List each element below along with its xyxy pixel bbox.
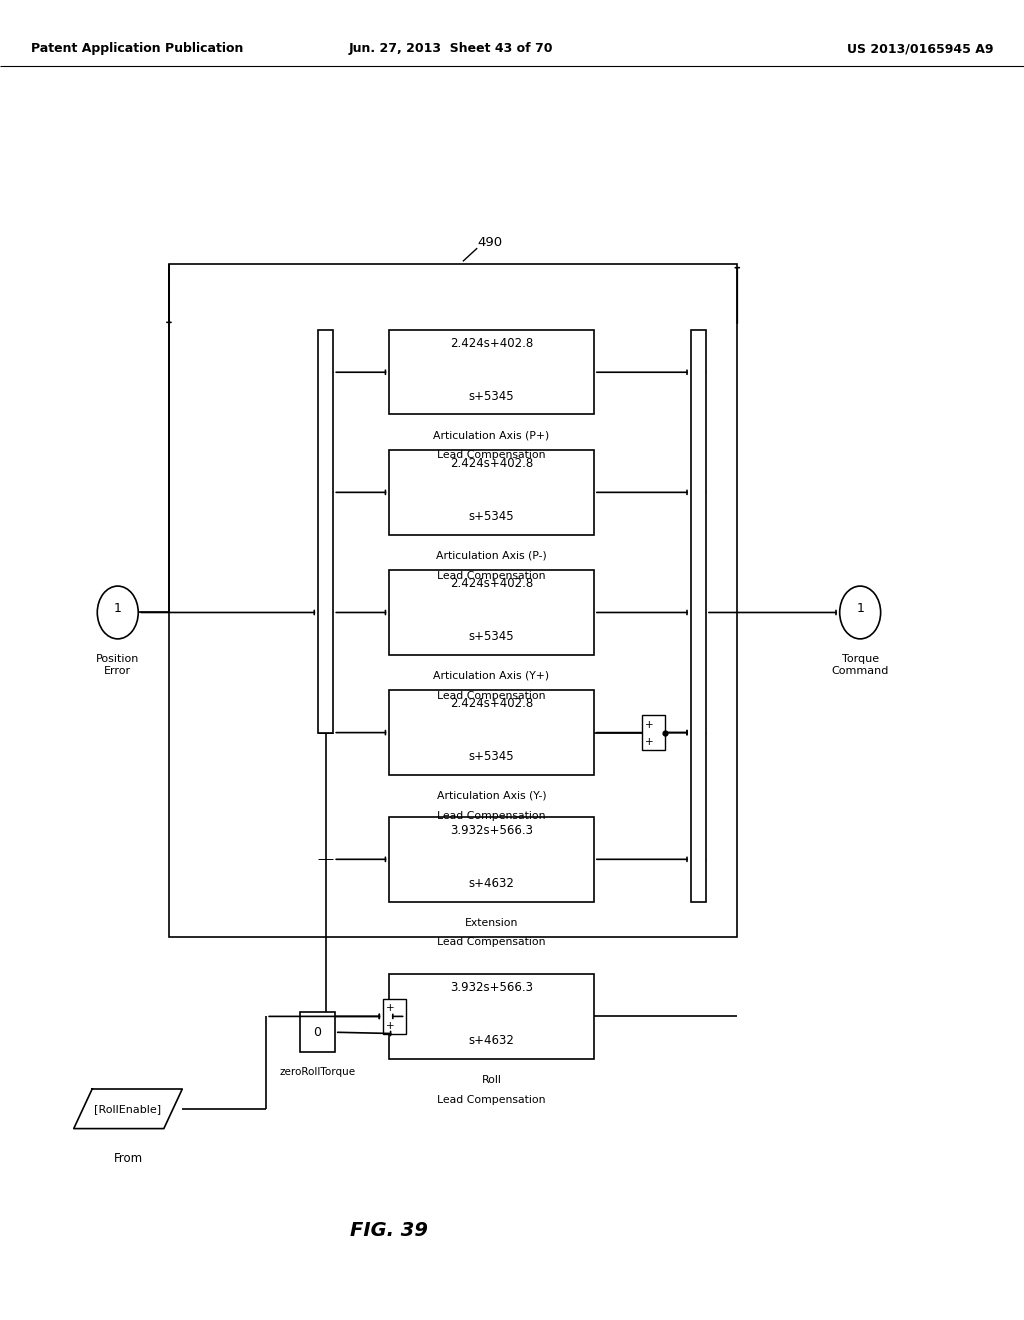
Text: 1: 1 [114,602,122,615]
Text: s+4632: s+4632 [469,876,514,890]
Text: US 2013/0165945 A9: US 2013/0165945 A9 [847,42,993,55]
Text: 490: 490 [477,236,502,249]
Text: Lead Compensation: Lead Compensation [437,690,546,701]
Text: s+5345: s+5345 [469,389,514,403]
Text: 1: 1 [856,602,864,615]
Bar [169,264,737,937]
Text: 3.932s+566.3: 3.932s+566.3 [450,824,534,837]
Text: Lead Compensation: Lead Compensation [437,570,546,581]
Text: Lead Compensation: Lead Compensation [437,450,546,461]
Text: Articulation Axis (Y+): Articulation Axis (Y+) [433,671,550,681]
Text: Torque
Command: Torque Command [831,655,889,676]
Bar [389,690,594,775]
Text: +: + [386,1020,394,1031]
Text: Articulation Axis (P+): Articulation Axis (P+) [433,430,550,441]
Bar [317,330,334,733]
Bar [383,999,406,1034]
Text: s+5345: s+5345 [469,510,514,523]
Circle shape [97,586,138,639]
Text: s+4632: s+4632 [469,1034,514,1047]
Text: FIG. 39: FIG. 39 [350,1221,428,1239]
Text: Roll: Roll [481,1074,502,1085]
Bar [389,974,594,1059]
Text: [RollEnable]: [RollEnable] [94,1104,162,1114]
Text: +: + [645,719,653,730]
Polygon shape [74,1089,182,1129]
Text: Articulation Axis (Y-): Articulation Axis (Y-) [436,791,547,801]
Bar [300,1012,335,1052]
Text: +: + [386,1003,394,1014]
Text: Lead Compensation: Lead Compensation [437,937,546,948]
Text: 3.932s+566.3: 3.932s+566.3 [450,981,534,994]
Bar [691,330,707,902]
Text: 2.424s+402.8: 2.424s+402.8 [450,577,534,590]
Text: Jun. 27, 2013  Sheet 43 of 70: Jun. 27, 2013 Sheet 43 of 70 [348,42,553,55]
Text: Lead Compensation: Lead Compensation [437,1094,546,1105]
Text: 2.424s+402.8: 2.424s+402.8 [450,457,534,470]
Text: zeroRollTorque: zeroRollTorque [280,1067,355,1077]
Text: 2.424s+402.8: 2.424s+402.8 [450,697,534,710]
Text: +: + [645,737,653,747]
Bar [389,330,594,414]
Bar [389,450,594,535]
Text: 0: 0 [313,1026,322,1039]
Text: Patent Application Publication: Patent Application Publication [31,42,243,55]
Bar [642,715,665,750]
Text: 2.424s+402.8: 2.424s+402.8 [450,337,534,350]
Text: Extension: Extension [465,917,518,928]
Circle shape [840,586,881,639]
Bar [389,570,594,655]
Text: s+5345: s+5345 [469,750,514,763]
Text: Articulation Axis (P-): Articulation Axis (P-) [436,550,547,561]
Bar [389,817,594,902]
Text: Position
Error: Position Error [96,655,139,676]
Text: From: From [114,1152,142,1166]
Text: Lead Compensation: Lead Compensation [437,810,546,821]
Text: s+5345: s+5345 [469,630,514,643]
